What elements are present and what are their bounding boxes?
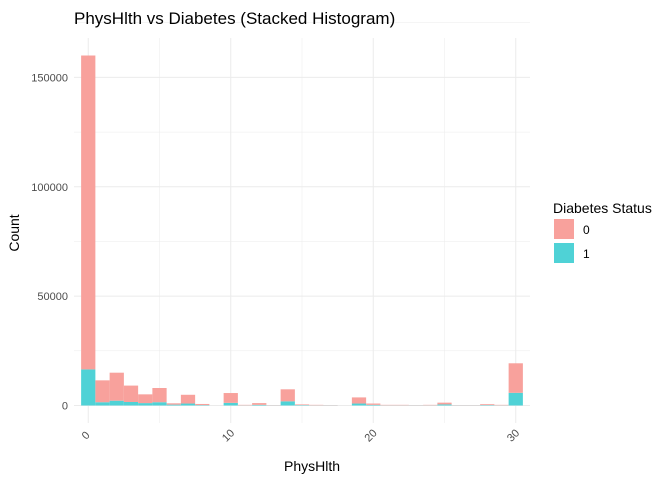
- bar-segment-0: [81, 55, 96, 370]
- x-tick-label: 20: [363, 427, 380, 444]
- bar-segment-1: [123, 402, 139, 406]
- legend-swatch-0: [554, 219, 574, 239]
- bar-segment-0: [166, 403, 181, 405]
- bar-segment-1: [81, 369, 96, 406]
- y-tick-label: 100000: [31, 182, 68, 194]
- bar-segment-0: [366, 403, 381, 405]
- legend-swatch-1: [554, 243, 574, 263]
- x-axis-title: PhysHlth: [284, 458, 340, 474]
- y-tick-label: 150000: [31, 72, 68, 84]
- legend: Diabetes Status 0 1: [553, 200, 652, 263]
- legend-title: Diabetes Status: [553, 200, 652, 216]
- bar-segment-0: [195, 403, 210, 406]
- bar-segment-1: [138, 403, 153, 406]
- bar-segment-0: [294, 404, 310, 406]
- bar-segment-1: [95, 402, 110, 406]
- x-tick-label: 0: [80, 429, 93, 442]
- bar-segment-0: [180, 394, 196, 404]
- bar-segment-1: [437, 404, 452, 406]
- bar-segment-1: [366, 404, 381, 406]
- bar-segment-1: [180, 403, 196, 406]
- bar-segment-1: [223, 402, 238, 406]
- bar-segment-0: [138, 394, 153, 404]
- y-tick-label: 50000: [37, 291, 68, 303]
- legend-label-0: 0: [583, 223, 590, 237]
- bar-segment-1: [166, 404, 181, 406]
- y-axis-ticks: 0 50000 100000 150000: [31, 72, 68, 412]
- bar-segment-1: [351, 403, 367, 406]
- bars: [81, 55, 523, 406]
- bar-segment-0: [480, 404, 495, 406]
- bar-segment-1: [508, 392, 523, 406]
- bar-segment-0: [351, 397, 367, 404]
- x-axis-ticks: 0 10 20 30: [80, 427, 522, 444]
- bar-segment-1: [252, 404, 267, 406]
- bar-segment-0: [152, 388, 167, 403]
- bar-segment-0: [109, 372, 124, 401]
- y-tick-label: 0: [62, 401, 68, 413]
- bar-segment-0: [280, 389, 295, 402]
- chart-title: PhysHlth vs Diabetes (Stacked Histogram): [74, 9, 395, 28]
- y-axis-title: Count: [6, 214, 22, 251]
- legend-label-1: 1: [583, 247, 590, 261]
- bar-segment-0: [252, 403, 267, 405]
- bar-segment-0: [223, 393, 238, 403]
- bar-segment-0: [95, 380, 110, 403]
- grid: [74, 22, 530, 423]
- bar-segment-1: [152, 402, 167, 406]
- bar-segment-1: [109, 400, 124, 406]
- x-tick-label: 10: [220, 427, 237, 444]
- bar-segment-0: [508, 363, 523, 393]
- bar-segment-0: [437, 402, 452, 405]
- x-tick-label: 30: [505, 427, 522, 444]
- bar-segment-1: [280, 401, 295, 406]
- bar-segment-0: [123, 385, 139, 402]
